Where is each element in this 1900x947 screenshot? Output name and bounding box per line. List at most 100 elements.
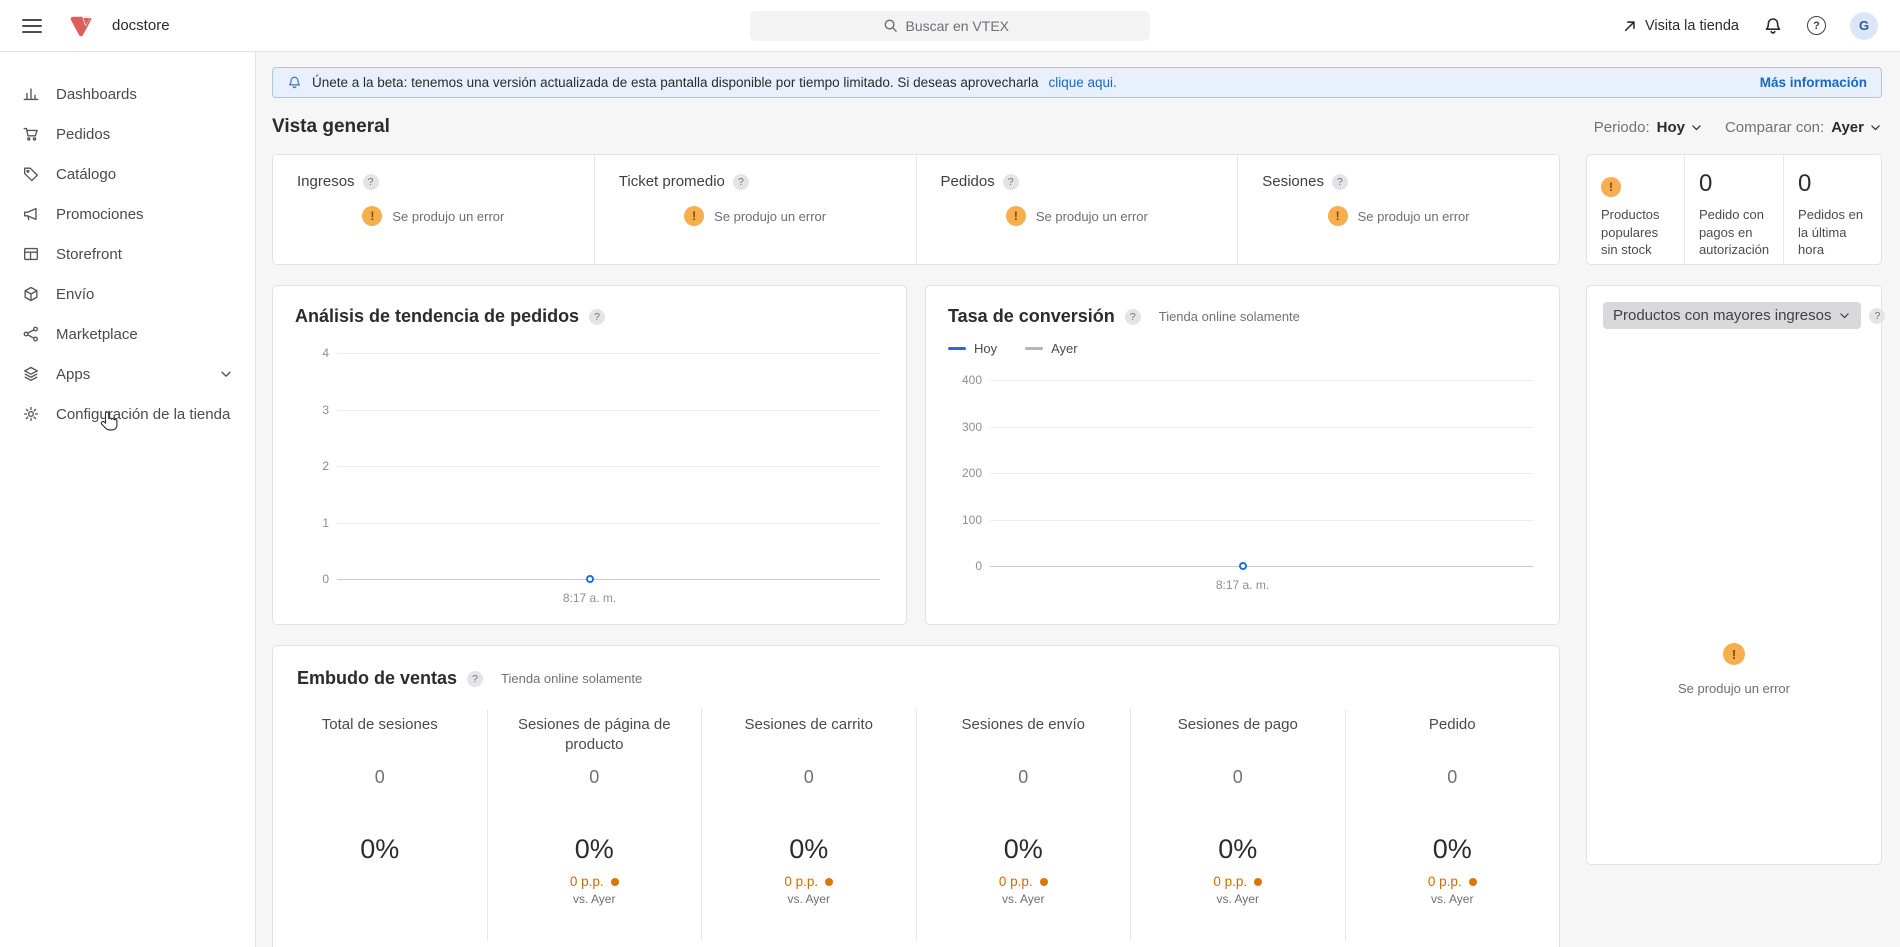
funnel-col-label: Sesiones de pago	[1177, 716, 1298, 733]
funnel-col-label: Sesiones de página de producto	[517, 716, 671, 754]
help-icon[interactable]: ?	[1002, 173, 1019, 190]
layers-icon	[24, 366, 38, 381]
more-info-link[interactable]: Más información	[1759, 75, 1867, 90]
sidebar-item-apps[interactable]: Apps	[0, 354, 255, 394]
period-label: Periodo:	[1593, 118, 1650, 136]
period-dropdown[interactable]: Hoy	[1657, 119, 1703, 136]
error-text: Se produjo un error	[392, 208, 505, 224]
kpi-label: Sesiones	[1262, 173, 1324, 190]
avatar[interactable]: G	[1850, 11, 1878, 40]
stat-pedidos-ultima-hora: 0 Pedidos en la última hora	[1783, 155, 1881, 264]
help-icon[interactable]: ?	[1124, 308, 1141, 325]
chart-plot-area: 4 3 2 1 0 8:17 a. m.	[295, 346, 884, 605]
chevron-down-icon	[1871, 124, 1880, 130]
banner-link[interactable]: clique aqui.	[1048, 75, 1117, 90]
chevron-down-icon	[1840, 313, 1850, 319]
delta-dot-icon	[1254, 877, 1263, 886]
store-name: docstore	[112, 17, 170, 34]
y-tick: 300	[961, 419, 982, 434]
search-field[interactable]	[905, 17, 1018, 34]
legend-item-ayer: Ayer	[1025, 341, 1078, 356]
help-icon[interactable]: ?	[1331, 173, 1348, 190]
help-icon[interactable]: ?	[362, 173, 379, 190]
bell-icon	[1765, 17, 1781, 34]
warning-icon: !	[362, 206, 383, 226]
funnel-col-label: Sesiones de carrito	[744, 716, 873, 733]
funnel-col-value: 0	[803, 767, 814, 787]
sidebar-item-label: Apps	[56, 365, 91, 383]
help-icon[interactable]: ?	[732, 173, 749, 190]
funnel-col-vs: vs. Ayer	[1002, 892, 1045, 906]
products-metric-value: Productos con mayores ingresos	[1613, 307, 1832, 324]
help-icon[interactable]: ?	[1869, 307, 1886, 324]
error-text: Se produjo un error	[1035, 208, 1148, 224]
megaphone-icon	[24, 207, 37, 221]
search-input[interactable]	[750, 10, 1150, 41]
funnel-col-value: 0	[374, 767, 385, 787]
y-tick: 200	[961, 466, 982, 480]
sidebar-item-envio[interactable]: Envío	[0, 274, 255, 314]
sidebar-item-label: Configuración de la tienda	[56, 405, 231, 423]
warning-icon: !	[1723, 643, 1745, 665]
tag-icon	[24, 167, 38, 182]
chart-subtitle: Tienda online solamente	[1158, 309, 1300, 324]
stat-label: Pedidos en la última hora	[1798, 207, 1864, 258]
x-tick: 8:17 a. m.	[1215, 578, 1270, 592]
sidebar-item-configuracion[interactable]: Configuración de la tienda	[0, 394, 255, 434]
funnel-col-vs: vs. Ayer	[573, 892, 616, 906]
funnel-col-value: 0	[1447, 767, 1458, 787]
funnel-col-pagina-producto: Sesiones de página de producto 0 0% 0 p.…	[486, 709, 702, 941]
legend-swatch	[1025, 346, 1044, 351]
sidebar-item-catalogo[interactable]: Catálogo	[0, 154, 255, 194]
sidebar-item-dashboards[interactable]: Dashboards	[0, 74, 255, 114]
kpi-summary-card: Ingresos ? ! Se produjo un error Ticket …	[272, 154, 1560, 265]
sidebar-item-marketplace[interactable]: Marketplace	[0, 314, 255, 354]
notifications-button[interactable]	[1763, 16, 1783, 36]
page-title: Vista general	[272, 116, 390, 137]
funnel-col-delta: 0 p.p.	[1213, 874, 1248, 889]
compare-dropdown[interactable]: Ayer	[1831, 119, 1882, 136]
warning-icon: !	[1601, 177, 1621, 197]
y-tick: 0	[322, 572, 329, 586]
sidebar-item-promociones[interactable]: Promociones	[0, 194, 255, 234]
sidebar-item-label: Catálogo	[56, 165, 117, 183]
x-tick: 8:17 a. m.	[562, 591, 617, 605]
help-button[interactable]: ?	[1807, 16, 1826, 35]
funnel-col-envio: Sesiones de envío 0 0% 0 p.p. vs. Ayer	[915, 709, 1131, 941]
vtex-logo-icon	[70, 16, 92, 36]
kpi-pedidos: Pedidos ? ! Se produjo un error	[915, 155, 1238, 264]
top-products-panel: Productos con mayores ingresos ? ! Se pr…	[1586, 285, 1886, 865]
visit-store-button[interactable]: Visita la tienda	[1623, 18, 1739, 34]
error-text: Se produjo un error	[714, 208, 827, 224]
y-tick: 3	[322, 402, 329, 417]
products-error: ! Se produjo un error	[1587, 643, 1881, 696]
sidebar: Dashboards Pedidos Catálogo Promociones …	[0, 52, 256, 947]
beta-banner: Únete a la beta: tenemos una versión act…	[272, 67, 1882, 98]
help-icon[interactable]: ?	[589, 308, 606, 325]
help-icon[interactable]: ?	[467, 670, 484, 687]
sidebar-item-pedidos[interactable]: Pedidos	[0, 114, 255, 154]
stat-value: 0	[1698, 170, 1713, 197]
products-metric-dropdown[interactable]: Productos con mayores ingresos	[1603, 302, 1862, 329]
funnel-col-delta: 0 p.p.	[998, 874, 1033, 889]
funnel-col-pedido: Pedido 0 0% 0 p.p. vs. Ayer	[1344, 709, 1560, 941]
box-icon	[24, 286, 38, 302]
cart-icon	[23, 127, 38, 141]
kpi-label: Ticket promedio	[618, 173, 725, 190]
sidebar-item-label: Envío	[56, 285, 95, 303]
y-tick: 2	[322, 459, 329, 473]
funnel-col-label: Total de sesiones	[321, 716, 438, 733]
chart-plot-area: 400 300 200 100 0 8:17 a. m.	[948, 373, 1537, 592]
menu-icon[interactable]	[22, 18, 42, 33]
funnel-col-value: 0	[589, 767, 600, 787]
funnel-col-value: 0	[1232, 767, 1243, 787]
sidebar-item-storefront[interactable]: Storefront	[0, 234, 255, 274]
chart-legend: Hoy Ayer	[948, 341, 1537, 356]
share-network-icon	[23, 326, 38, 342]
funnel-col-total-sesiones: Total de sesiones 0 0%	[273, 709, 487, 941]
error-text: Se produjo un error	[1357, 208, 1470, 224]
conversion-rate-chart: Tasa de conversión ? Tienda online solam…	[925, 285, 1560, 625]
funnel-col-pago: Sesiones de pago 0 0% 0 p.p. vs. Ayer	[1130, 709, 1345, 941]
bell-icon	[289, 76, 300, 89]
stat-pagos-autorizacion: 0 Pedido con pagos en autorización	[1683, 155, 1783, 264]
